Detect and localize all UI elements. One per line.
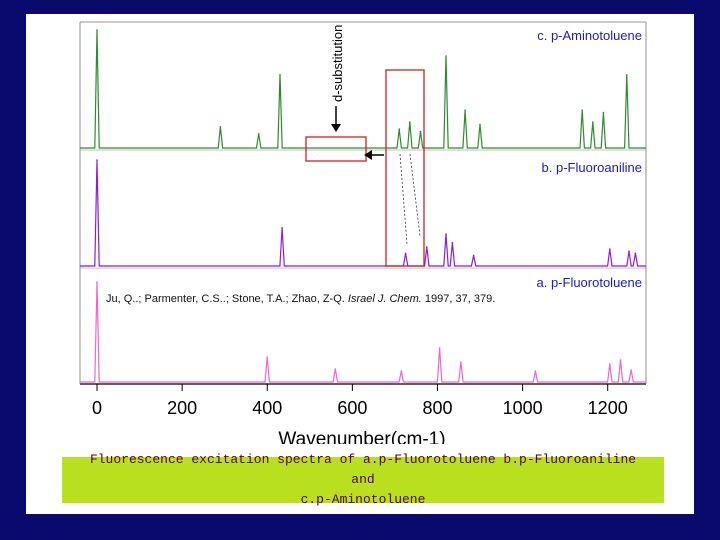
correlation-line-1 — [399, 153, 408, 245]
annotation-arrow-head — [331, 124, 341, 132]
spectra-series — [80, 29, 646, 383]
peak-point — [419, 130, 422, 133]
series-3 — [80, 281, 646, 383]
peak-point — [445, 55, 447, 57]
highlight-box-tall — [385, 69, 425, 267]
peak-point — [426, 246, 428, 248]
x-tick-label: 600 — [337, 398, 367, 418]
peak-point — [445, 233, 447, 235]
x-tick-label: 1200 — [588, 398, 628, 418]
series-label-a: a. p-Fluorotoluene — [536, 275, 642, 290]
peak-point — [628, 250, 630, 252]
series-line — [80, 29, 646, 149]
peak-point — [96, 159, 98, 161]
series-label-b: b. p-Fluoroaniline — [542, 160, 642, 175]
peak-point — [460, 361, 462, 363]
peak-point — [634, 252, 637, 255]
peak-point — [398, 128, 401, 130]
highlight-box-small — [305, 136, 367, 162]
peak-point — [592, 121, 594, 123]
peak-point — [626, 74, 628, 76]
peak-point — [96, 281, 98, 283]
x-tick-label: 200 — [167, 398, 197, 418]
peak-point — [279, 74, 281, 76]
caption-box: Fluorescence excitation spectra of a.p-F… — [62, 452, 664, 507]
peak-point — [438, 347, 441, 349]
caption-line-2: c.p-Aminotoluene — [300, 492, 426, 507]
caption-line-1: Fluorescence excitation spectra of a.p-F… — [89, 452, 637, 487]
peak-point — [609, 363, 611, 365]
peak-point — [602, 111, 605, 114]
citation-details: 1997, 37, 379. — [422, 293, 495, 305]
peak-point — [609, 248, 611, 250]
series-1 — [80, 29, 646, 149]
peak-point — [404, 252, 407, 255]
peak-point — [219, 126, 222, 128]
citation-authors: Ju, Q..; Parmenter, C.S..; Stone, T.A.; … — [106, 293, 348, 305]
peak-point — [630, 369, 632, 371]
x-ticks: 0 200 400 600 800 1000 1200 — [92, 384, 628, 418]
pointer-arrow-head — [364, 150, 372, 160]
x-axis-label: Wavenumber(cm-1) — [278, 429, 445, 444]
peak-point — [266, 356, 268, 358]
peak-point — [479, 123, 481, 126]
peak-point — [464, 109, 466, 111]
peak-point — [619, 359, 622, 361]
peak-point — [581, 109, 583, 111]
x-tick-label: 0 — [92, 398, 102, 418]
peak-point — [400, 370, 403, 372]
x-tick-label: 400 — [252, 398, 282, 418]
peak-point — [96, 29, 98, 31]
peak-point — [451, 241, 454, 244]
correlation-line-2 — [409, 153, 421, 237]
spectra-chart: 0 200 400 600 800 1000 1200 c. p-Aminotoluene … — [79, 21, 647, 444]
x-tick-label: 1000 — [503, 398, 543, 418]
annotation-d-substitution: d-substitution — [330, 25, 345, 102]
peak-point — [334, 368, 337, 370]
series-2 — [80, 159, 646, 267]
x-tick-label: 800 — [422, 398, 452, 418]
citation-journal: Israel J. Chem. — [348, 293, 422, 305]
slide-panel: 0 200 400 600 800 1000 1200 c. p-Aminotoluene … — [26, 14, 694, 514]
series-label-c: c. p-Aminotoluene — [537, 28, 642, 43]
peak-point — [409, 121, 411, 123]
peak-point — [472, 254, 475, 257]
peak-point — [257, 133, 260, 135]
series-line — [80, 159, 646, 267]
peak-point — [534, 370, 537, 372]
peak-point — [281, 227, 283, 229]
series-line — [80, 281, 646, 383]
caption: Fluorescence excitation spectra of a.p-F… — [62, 450, 664, 510]
citation-text: Ju, Q..; Parmenter, C.S..; Stone, T.A.; … — [106, 293, 495, 305]
